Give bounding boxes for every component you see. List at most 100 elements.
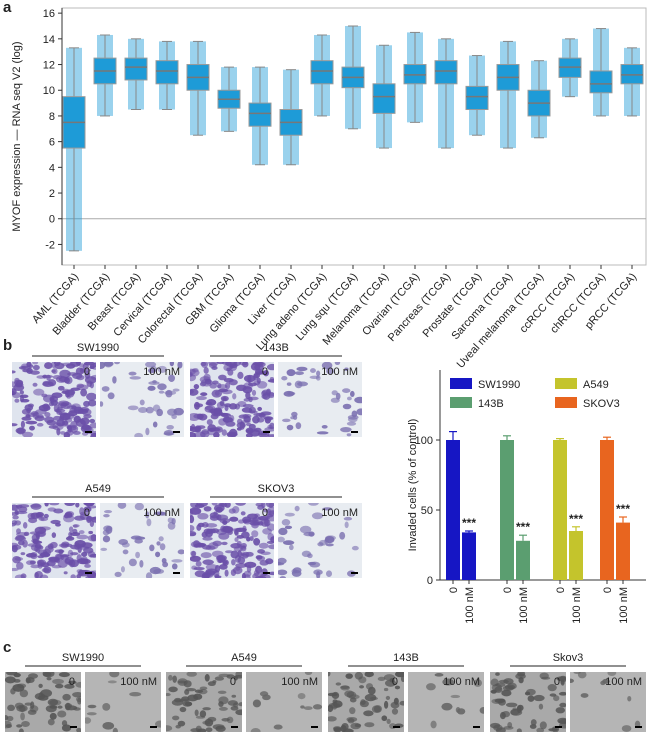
cell — [86, 392, 96, 401]
cell — [344, 521, 349, 529]
cell — [257, 504, 265, 510]
cell — [139, 399, 145, 406]
image-title: 143B — [263, 342, 289, 354]
cell — [204, 378, 212, 385]
box — [372, 83, 396, 114]
cell — [200, 552, 212, 559]
cell — [199, 381, 207, 387]
cell — [76, 534, 89, 540]
y-tick-label: 6 — [49, 137, 55, 149]
cell — [103, 514, 110, 518]
significance: *** — [616, 502, 630, 516]
cell — [134, 538, 143, 544]
bar — [516, 540, 530, 580]
cell — [194, 503, 205, 508]
cell — [145, 511, 150, 519]
cells — [85, 672, 161, 732]
cell — [342, 388, 351, 393]
cell — [386, 718, 391, 725]
cell — [294, 371, 304, 376]
cell — [426, 683, 436, 691]
y-axis-label: Invaded cells (% of control) — [407, 419, 419, 552]
cell — [49, 705, 58, 709]
cell — [430, 720, 437, 729]
y-tick-label: 0 — [427, 575, 433, 587]
condition-label: 0 — [69, 676, 75, 688]
cell — [524, 691, 531, 696]
cell — [627, 696, 632, 702]
cell — [209, 515, 219, 521]
cell — [258, 542, 269, 549]
cell — [394, 685, 401, 690]
cell — [325, 570, 333, 578]
cell — [222, 520, 228, 526]
condition-label: 0 — [392, 676, 398, 688]
cell — [225, 421, 236, 427]
cell — [243, 374, 256, 383]
cell — [281, 376, 288, 381]
cell — [27, 512, 36, 520]
cell — [16, 561, 24, 570]
condition-label: 100 nM — [443, 676, 480, 688]
cell — [328, 716, 337, 722]
cell — [212, 680, 217, 684]
cell — [325, 543, 334, 547]
cell — [383, 700, 389, 709]
cell — [14, 557, 24, 561]
cells — [426, 673, 484, 729]
cell — [12, 515, 19, 520]
box — [434, 60, 458, 85]
cell — [237, 519, 245, 524]
cell — [63, 431, 71, 437]
cell — [25, 553, 37, 558]
cell — [67, 372, 79, 376]
cell — [37, 695, 49, 701]
cell — [227, 700, 238, 706]
cell — [235, 384, 247, 392]
cell — [527, 695, 535, 702]
cell — [40, 517, 45, 521]
cell — [129, 692, 142, 697]
cell — [25, 677, 31, 684]
cell — [93, 362, 96, 368]
cell — [296, 366, 308, 372]
legend-swatch — [450, 378, 472, 389]
cell — [49, 699, 62, 706]
cell — [12, 520, 18, 525]
cell — [202, 559, 214, 565]
image-title: A549 — [85, 483, 111, 495]
cell — [90, 432, 96, 437]
cell — [137, 407, 148, 413]
cell — [284, 512, 295, 517]
y-tick-label: 16 — [43, 8, 55, 20]
condition-label: 100 nM — [143, 366, 180, 378]
cell — [529, 724, 537, 729]
cell — [442, 678, 454, 686]
cell — [390, 701, 400, 709]
cell — [501, 689, 512, 697]
cell — [54, 553, 63, 560]
cell — [158, 536, 164, 542]
cell — [234, 537, 239, 542]
cell — [334, 362, 341, 366]
x-tick-label: 100 nM — [571, 587, 583, 624]
cell — [364, 722, 375, 728]
cell — [342, 403, 352, 410]
cell — [79, 367, 86, 374]
cell — [181, 696, 190, 702]
cell — [21, 416, 32, 421]
cell — [75, 696, 81, 703]
cell — [135, 551, 141, 559]
cell — [112, 376, 117, 384]
cell — [244, 561, 257, 568]
cell — [303, 706, 313, 711]
cell — [152, 421, 158, 428]
cell — [168, 374, 176, 382]
cell — [58, 672, 70, 678]
cell — [6, 672, 18, 676]
x-tick-label: Bladder (TCGA) — [51, 271, 113, 338]
cell — [49, 712, 57, 720]
cell — [57, 705, 63, 709]
cell — [20, 712, 25, 721]
cell — [109, 672, 120, 678]
